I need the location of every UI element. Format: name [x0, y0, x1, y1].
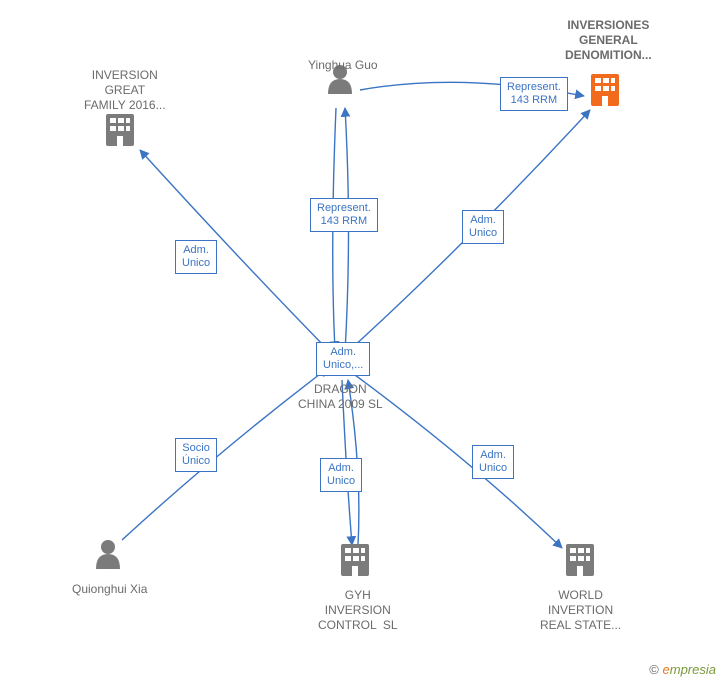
node-label-yinghua[interactable]: Yinghua Guo [308, 58, 378, 73]
edge-label-yinghua-dragon: Represent. 143 RRM [310, 198, 378, 232]
edge-dragon-world [355, 375, 562, 548]
edge-dragon-inversion_great [140, 150, 328, 350]
building-icon-world[interactable] [566, 544, 594, 576]
edge-label-quionghui-dragon: Socio Único [175, 438, 217, 472]
center-relation-box: Adm. Unico,... [316, 342, 370, 376]
building-icon-gyh[interactable] [341, 544, 369, 576]
edge-label-dragon-gyh: Adm. Unico [320, 458, 362, 492]
building-icon-inversiones[interactable] [591, 74, 619, 106]
edge-label-dragon-inversion_great: Adm. Unico [175, 240, 217, 274]
copyright-symbol: © [649, 662, 659, 677]
edge-label-dragon-inversiones: Adm. Unico [462, 210, 504, 244]
footer-credit: © empresia [649, 662, 716, 677]
person-icon-quionghui[interactable] [96, 540, 120, 569]
node-label-gyh[interactable]: GYH INVERSION CONTROL SL [318, 588, 398, 633]
edge-label-yinghua-inversiones: Represent. 143 RRM [500, 77, 568, 111]
node-label-quionghui[interactable]: Quionghui Xia [72, 582, 147, 597]
brand-rest: mpresia [670, 662, 716, 677]
brand-e: e [663, 662, 670, 677]
building-icon-inversion_great[interactable] [106, 114, 134, 146]
node-label-inversiones[interactable]: INVERSIONES GENERAL DENOMITION... [565, 18, 652, 63]
edge-label-dragon-world: Adm. Unico [472, 445, 514, 479]
node-label-inversion_great[interactable]: INVERSION GREAT FAMILY 2016... [84, 68, 166, 113]
node-label-dragon[interactable]: DRAGON CHINA 2009 SL [298, 382, 383, 412]
node-label-world[interactable]: WORLD INVERTION REAL STATE... [540, 588, 621, 633]
